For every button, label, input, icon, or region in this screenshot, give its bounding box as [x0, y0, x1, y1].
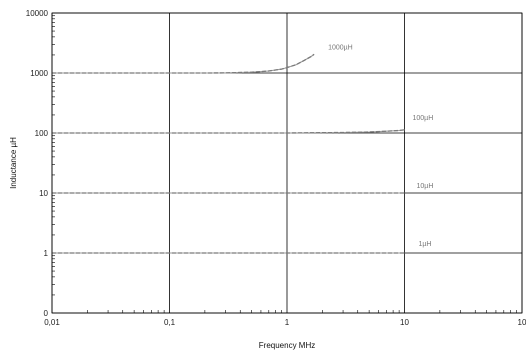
series-layer: 1000µH 100µH 10µH 1µH [52, 44, 434, 254]
x-axis-label: Frequency MHz [259, 341, 315, 350]
y-tick-label: 1 [44, 249, 49, 258]
series-line [52, 53, 315, 74]
y-tick-label: 0 [44, 309, 49, 318]
x-tick-label: 10 [518, 318, 526, 327]
x-tick-label: 10 [400, 318, 409, 327]
grid-lines [51, 12, 523, 314]
series-label: 10µH [417, 183, 434, 190]
y-tick-label: 1000 [30, 69, 48, 78]
x-tick-label: 0,01 [44, 318, 60, 327]
y-axis-label: Inductance µH [9, 137, 18, 189]
y-tick-label: 10 [39, 189, 48, 198]
series-label: 1000µH [328, 44, 353, 51]
series-label: 1µH [419, 241, 432, 248]
x-tick-label: 1 [285, 318, 290, 327]
series-label: 100µH [413, 115, 434, 122]
plot-frame [51, 12, 523, 314]
y-tick-label: 10000 [26, 9, 49, 18]
y-tick-label: 100 [35, 129, 49, 138]
x-tick-label: 0,1 [164, 318, 176, 327]
series-line [52, 129, 405, 134]
